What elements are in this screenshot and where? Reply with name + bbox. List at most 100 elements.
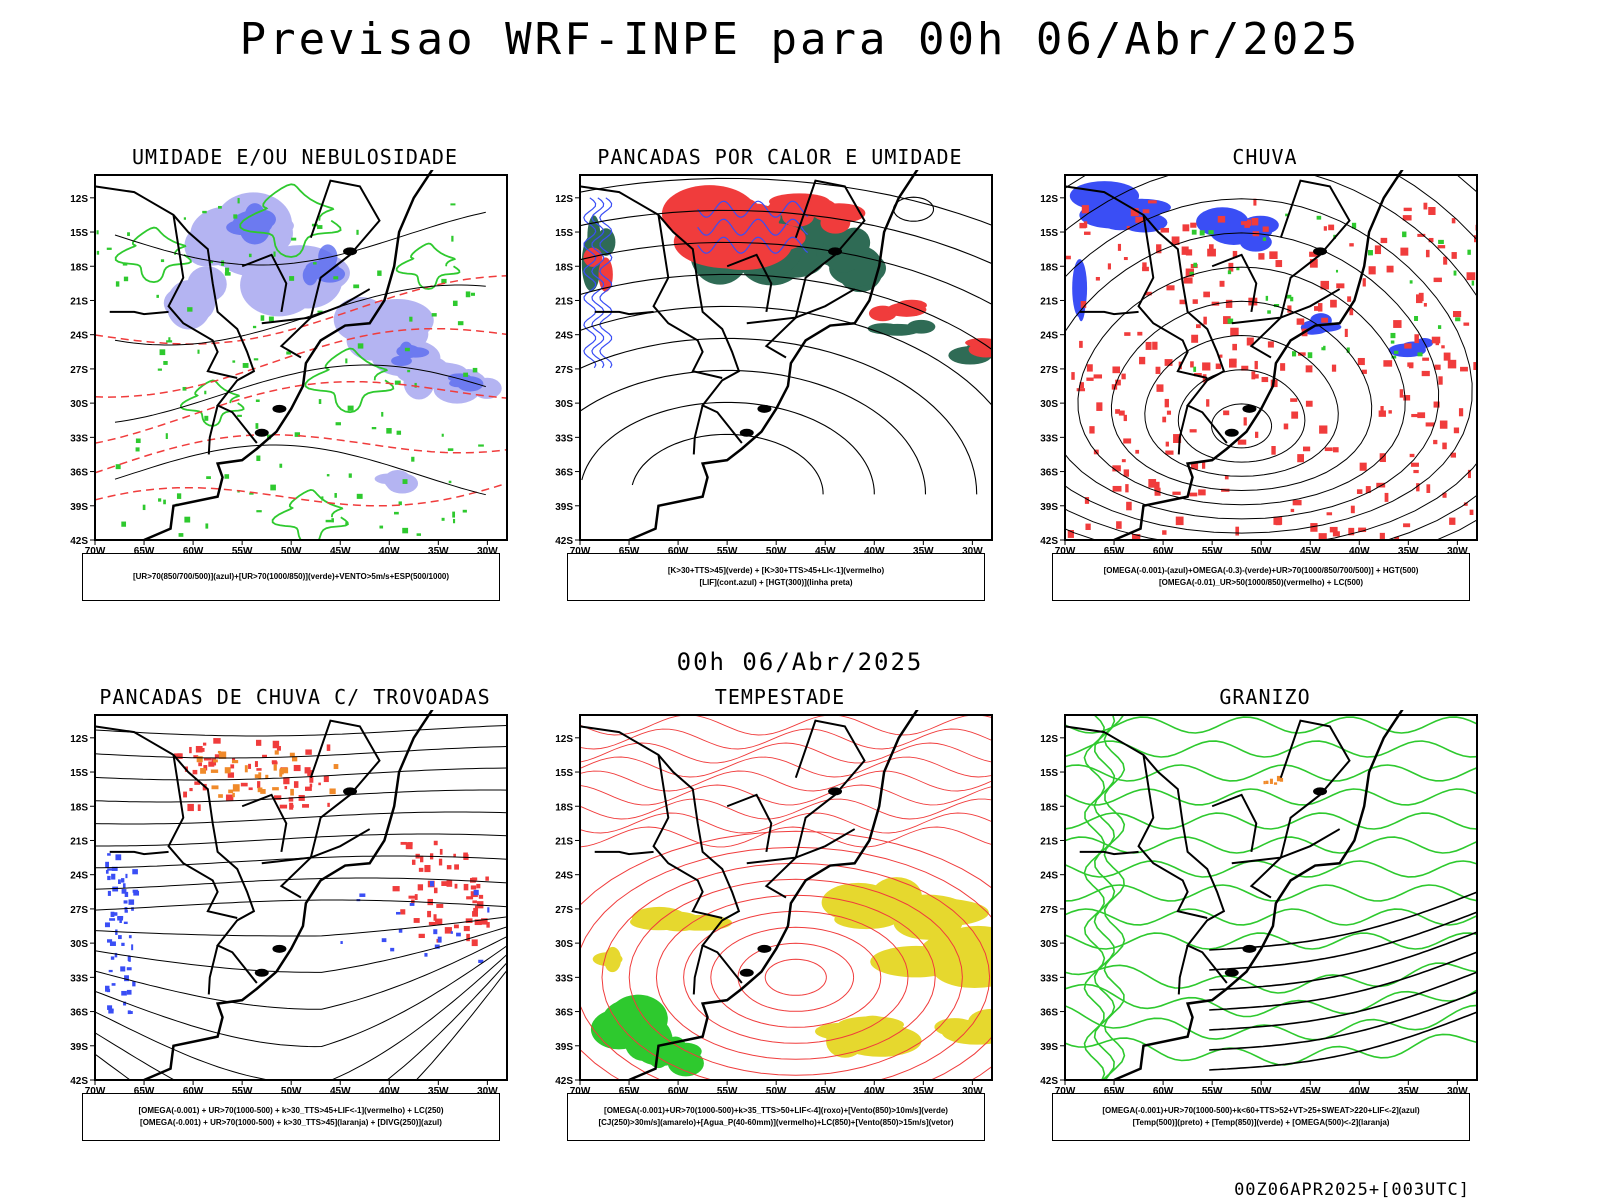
lat-label: 27S [1040,905,1058,916]
speckle [463,372,469,377]
speckle [232,784,240,792]
speckle [1135,449,1140,454]
speckle [1079,340,1083,348]
lon-label: 35W [428,1086,449,1095]
speckle [118,935,122,940]
speckle [1164,359,1173,366]
contour-line [95,746,507,759]
speckle [293,781,299,788]
speckle [178,533,184,537]
speckle [307,770,313,776]
lon-label: 40W [864,1086,885,1095]
border-line [279,179,381,359]
speckle-group [104,853,140,1015]
speckle [1403,395,1411,401]
legend-line: [Temp(500)](preto) + [Temp(850)](verde) … [1132,1118,1390,1127]
speckle [286,351,292,355]
speckle [1086,364,1093,372]
lat-label: 36S [1040,468,1058,479]
contour-line [95,899,507,911]
border-line [1079,850,1139,856]
speckle [289,752,295,757]
speckle [1473,362,1477,370]
lon-label: 55W [1202,546,1223,555]
lat-label: 39S [70,502,88,513]
border-line [692,945,704,995]
speckle [427,910,432,918]
contour-line [580,715,992,736]
lat-label: 15S [1040,228,1058,239]
speckle [1442,492,1447,498]
speckle [1297,454,1305,463]
speckle [1189,429,1197,433]
speckle [219,751,227,759]
speckle [291,237,297,241]
speckle [353,284,360,289]
speckle [1121,373,1126,380]
speckle [1332,447,1339,453]
lat-label: 24S [555,331,573,342]
panel-title: UMIDADE E/OU NEBULOSIDADE [131,145,459,169]
speckle [205,523,209,529]
speckle [452,518,456,524]
legend-line: [OMEGA(-0.01)_UR>50(1000/850)(vermelho) … [1158,578,1364,587]
speckle [1379,532,1385,539]
speckle [109,941,116,946]
speckle [1241,365,1249,371]
speckle [451,235,454,242]
lon-label: 35W [1398,546,1419,555]
speckle [1096,402,1103,411]
speckle [214,754,223,758]
lon-label: 55W [232,1086,253,1095]
speckle [132,869,138,875]
panel-title: TEMPESTADE [714,685,846,709]
panel-tempestade: TEMPESTADE 12S 15S 18S 21S 24S 27S 30S 33S 36S 39… [535,685,1005,1155]
lat-label: 27S [555,905,573,916]
speckle [437,936,442,943]
lon-label: 35W [428,546,449,555]
speckle [1437,325,1442,329]
shaded-cell [839,1024,922,1057]
speckle [288,797,294,802]
panel-title: GRANIZO [1219,685,1311,709]
contour-line [580,209,992,265]
panel-umidade: UMIDADE E/OU NEBULOSIDADE 12S 15S 18S 21S 24… [50,145,520,615]
speckle [187,307,193,312]
speckle [1253,198,1257,206]
speckle [441,278,447,284]
lake-marker [828,787,843,796]
speckle [317,225,323,229]
lon-label: 70W [85,546,106,555]
speckle [1166,410,1172,415]
contour-line [95,767,507,781]
speckle [1209,244,1214,251]
lon-label: 65W [134,546,155,555]
speckle [1224,475,1229,480]
speckle [279,463,283,468]
speckle [431,313,437,317]
speckle [1173,434,1182,443]
speckle [1458,408,1464,417]
contour-line [1077,266,1406,506]
lon-label: 30W [962,546,983,555]
lake-marker [739,968,754,977]
lake-marker [272,404,287,413]
speckle [1384,492,1389,502]
contour-line [580,742,992,764]
speckle [1203,291,1210,298]
speckle [197,804,201,811]
speckle [192,769,198,775]
speckle [436,903,444,908]
speckle [456,932,461,937]
contour-line [697,236,809,254]
speckle [321,496,324,501]
speckle [211,785,219,790]
speckle [1452,311,1462,318]
speckle [1182,224,1190,232]
speckle [1390,340,1395,344]
speckle [1425,249,1430,258]
contour-line [95,327,507,398]
border-line [167,754,238,920]
speckle [1198,489,1206,496]
